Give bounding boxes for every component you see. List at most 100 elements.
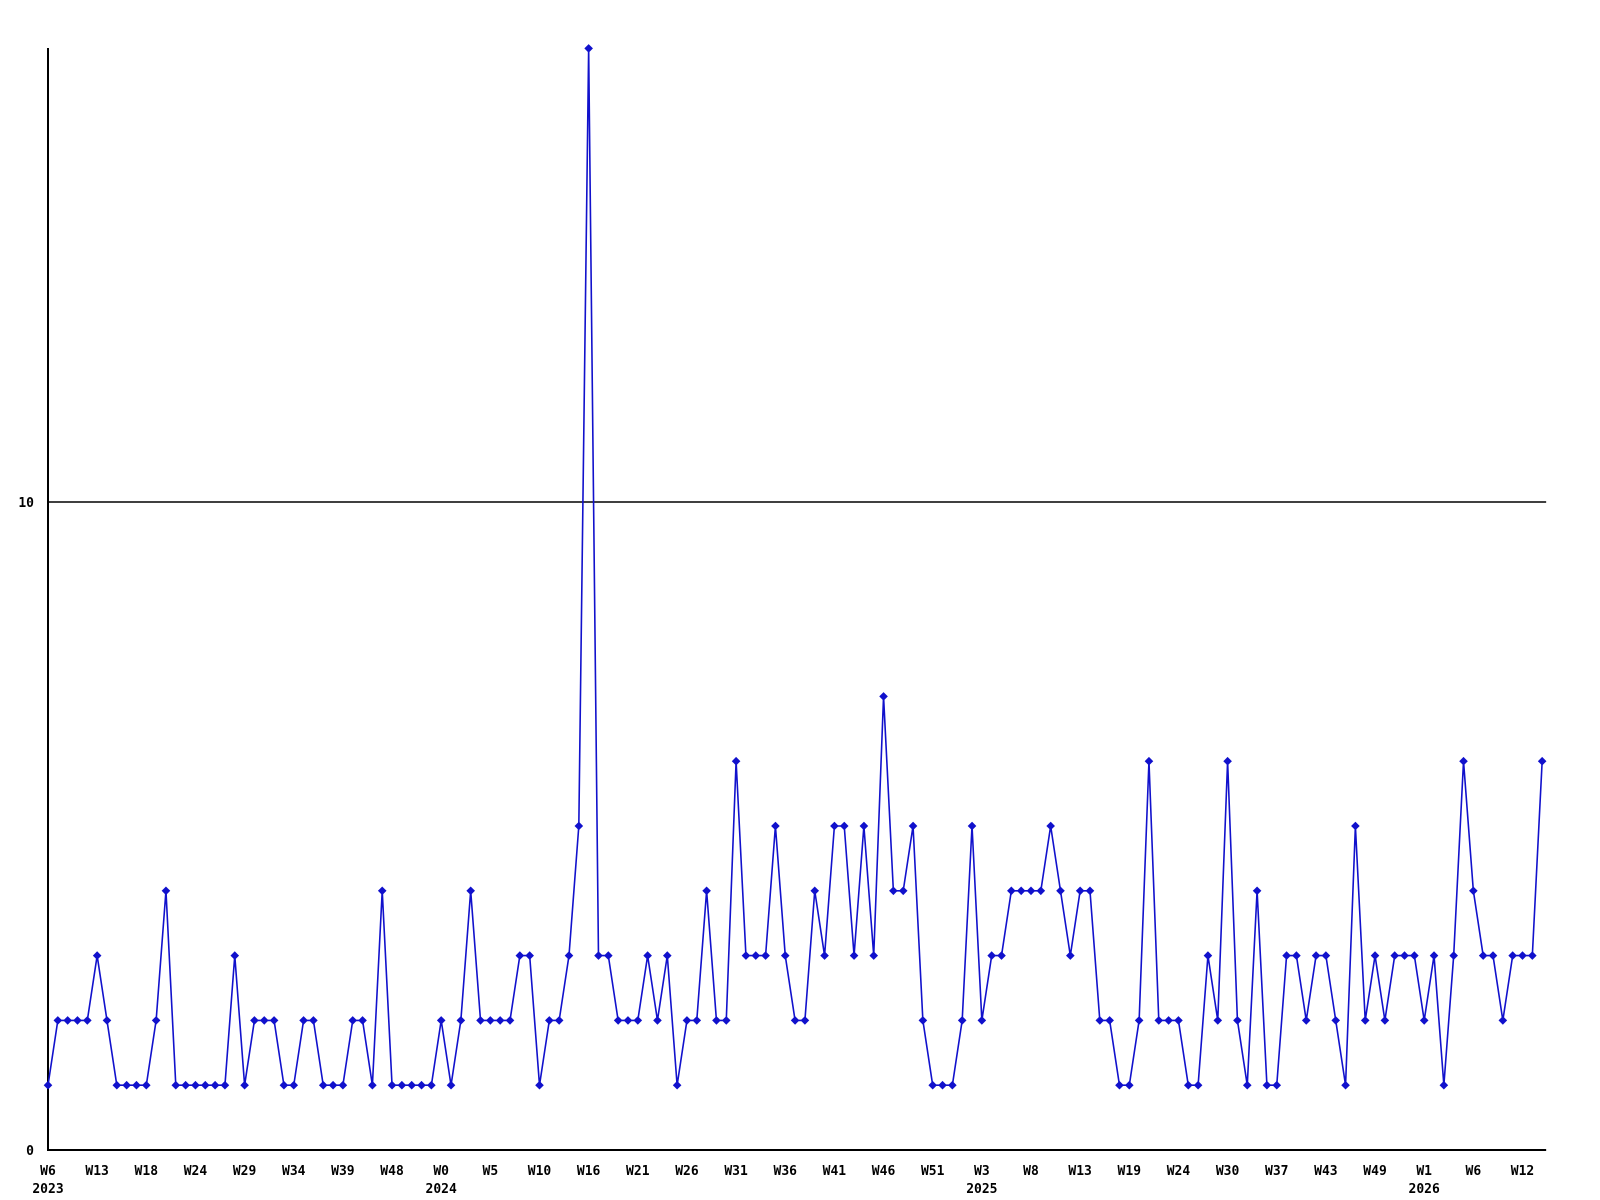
x-tick-label: W49 (1363, 1164, 1386, 1179)
x-tick-label: W24 (184, 1164, 208, 1179)
data-point-marker (132, 1080, 141, 1090)
x-tick-year-label: 2025 (966, 1182, 997, 1197)
data-point-marker (1046, 821, 1055, 831)
data-point-marker (1203, 951, 1213, 960)
x-tick-year-label: 2026 (1409, 1182, 1440, 1197)
data-point-marker (672, 1080, 682, 1090)
data-point-marker (181, 1080, 190, 1090)
data-point-marker (141, 1080, 151, 1090)
data-point-marker (1233, 1016, 1242, 1025)
data-point-marker (515, 951, 525, 960)
series-line (47, 47, 1543, 1086)
x-tick-label: W37 (1265, 1164, 1288, 1179)
data-point-marker (1016, 886, 1026, 896)
data-point-marker (230, 951, 240, 960)
data-point-marker (898, 886, 908, 896)
data-point-marker (938, 1080, 947, 1090)
data-point-marker (948, 1080, 957, 1090)
data-point-marker (554, 1016, 564, 1025)
x-tick-label: W18 (135, 1164, 159, 1179)
data-point-marker (456, 1016, 466, 1025)
x-tick-label: W12 (1511, 1164, 1534, 1179)
data-point-marker (1134, 1016, 1144, 1025)
x-tick-label: W6 (40, 1164, 56, 1179)
x-tick-label: W36 (774, 1164, 798, 1179)
x-tick-label: W1 (1416, 1164, 1432, 1179)
data-point-marker (1007, 886, 1016, 896)
data-point-marker (299, 1016, 308, 1025)
data-point-marker (200, 1080, 210, 1090)
data-point-marker (1262, 1080, 1272, 1090)
data-point-marker (476, 1016, 485, 1025)
data-point-marker (977, 1016, 987, 1025)
x-tick-year-label: 2023 (32, 1182, 63, 1197)
x-tick-label: W46 (872, 1164, 896, 1179)
data-point-marker (800, 1016, 810, 1025)
data-point-marker (348, 1016, 358, 1025)
data-point-marker (1292, 951, 1301, 960)
data-point-marker (761, 951, 770, 960)
data-point-marker (1095, 1016, 1105, 1025)
data-point-marker (1351, 821, 1360, 831)
data-point-marker (1360, 1016, 1370, 1025)
data-point-marker (495, 1016, 505, 1025)
data-point-marker (1066, 951, 1075, 960)
x-tick-label: W24 (1167, 1164, 1191, 1179)
data-point-marker (525, 951, 534, 960)
data-point-marker (1085, 886, 1095, 896)
data-point-marker (436, 1016, 446, 1025)
x-tick-label: W6 (1466, 1164, 1482, 1179)
data-point-marker (623, 1016, 633, 1025)
data-point-marker (545, 1016, 554, 1025)
x-tick-label: W5 (483, 1164, 499, 1179)
data-point-marker (839, 821, 849, 831)
data-point-marker (240, 1080, 249, 1090)
x-tick-label: W29 (233, 1164, 256, 1179)
data-point-marker (1183, 1080, 1193, 1090)
data-point-marker (1242, 1080, 1252, 1090)
x-tick-label: W39 (331, 1164, 354, 1179)
data-point-marker (741, 951, 751, 960)
data-point-marker (1410, 951, 1419, 960)
data-point-marker (191, 1080, 200, 1090)
data-point-marker (1213, 1016, 1223, 1025)
data-point-marker (1252, 886, 1262, 896)
data-point-marker (161, 886, 171, 896)
data-point-marker (918, 1016, 928, 1025)
data-point-marker (594, 951, 603, 960)
data-point-marker (751, 951, 761, 960)
data-point-marker (338, 1080, 348, 1090)
data-point-marker (1056, 886, 1065, 896)
data-point-marker (259, 1016, 269, 1025)
data-point-marker (171, 1080, 181, 1090)
data-point-marker (1469, 886, 1478, 896)
x-tick-label: W13 (1068, 1164, 1091, 1179)
data-point-marker (1075, 886, 1085, 896)
data-point-marker (643, 951, 652, 960)
data-point-marker (43, 1080, 53, 1090)
data-point-marker (564, 951, 574, 960)
data-point-marker (466, 886, 475, 896)
data-point-marker (1459, 756, 1468, 766)
data-point-marker (1341, 1080, 1350, 1090)
x-tick-label: W10 (528, 1164, 552, 1179)
data-point-marker (368, 1080, 377, 1090)
data-point-marker (446, 1080, 456, 1090)
data-point-marker (112, 1080, 122, 1090)
data-point-marker (535, 1080, 544, 1090)
data-point-marker (889, 886, 898, 896)
data-point-marker (53, 1016, 63, 1025)
data-point-marker (73, 1016, 82, 1025)
data-point-marker (1193, 1080, 1203, 1090)
data-point-marker (1272, 1080, 1282, 1090)
data-point-marker (692, 1016, 702, 1025)
data-point-marker (879, 692, 888, 701)
data-point-marker (574, 821, 584, 831)
data-point-marker (122, 1080, 131, 1090)
data-point-marker (712, 1016, 721, 1025)
data-point-marker (309, 1016, 318, 1025)
data-point-marker (1439, 1080, 1449, 1090)
data-point-marker (1301, 1016, 1311, 1025)
data-point-marker (151, 1016, 161, 1025)
